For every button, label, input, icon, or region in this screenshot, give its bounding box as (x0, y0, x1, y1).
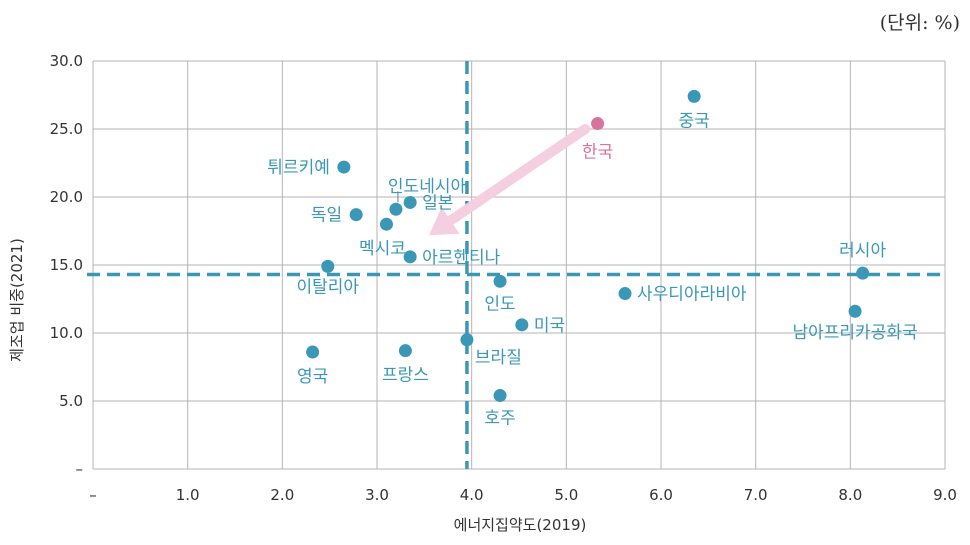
data-points (306, 89, 870, 403)
point-label: 인도네시아 (388, 177, 467, 197)
data-point (379, 217, 393, 231)
unit-note: (단위: %) (879, 12, 960, 34)
data-point (493, 274, 507, 288)
y-tick-label: 15.0 (50, 256, 83, 274)
x-tick-label: 9.0 (933, 486, 957, 504)
data-point (460, 333, 474, 347)
point-label: 인도 (484, 294, 515, 314)
point-label: 멕시코 (359, 239, 406, 259)
data-point (321, 259, 335, 273)
point-label: 미국 (534, 316, 565, 336)
x-tick-label: 5.0 (554, 486, 578, 504)
point-label: 아르헨티나 (422, 248, 501, 268)
x-tick-label: 1.0 (176, 486, 200, 504)
y-tick-labels: – 5.0 10.0 15.0 20.0 25.0 30.0 (50, 52, 83, 478)
point-label: 프랑스 (382, 366, 429, 386)
y-tick-label: 20.0 (50, 188, 83, 206)
y-tick-label: 5.0 (59, 392, 83, 410)
x-tick-label: – (89, 486, 97, 504)
point-label: 남아프리카공화국 (793, 323, 918, 343)
point-label: 영국 (297, 367, 328, 387)
x-tick-label: 8.0 (838, 486, 862, 504)
arrow-shaft (445, 124, 591, 226)
arrow-head (429, 207, 460, 236)
y-axis-title: 제조업 비중(2021) (8, 238, 26, 362)
x-tick-label: 7.0 (744, 486, 768, 504)
x-tick-label: 2.0 (270, 486, 294, 504)
reference-lines (87, 61, 945, 469)
point-label: 러시아 (839, 241, 886, 261)
data-point (349, 208, 363, 222)
data-point (403, 250, 417, 264)
data-point (389, 202, 403, 216)
data-point (591, 117, 605, 131)
data-point (306, 345, 320, 359)
data-point (398, 344, 412, 358)
x-tick-label: 3.0 (365, 486, 389, 504)
x-axis-title: 에너지집약도(2019) (454, 516, 587, 534)
point-label: 중국 (678, 111, 709, 131)
point-label: 독일 (311, 206, 342, 226)
y-tick-label: 30.0 (50, 52, 83, 70)
data-point (848, 304, 862, 318)
data-point (856, 266, 870, 280)
x-tick-label: 4.0 (460, 486, 484, 504)
data-point (403, 195, 417, 209)
y-tick-label: 25.0 (50, 120, 83, 138)
y-tick-label: – (76, 460, 84, 478)
point-label: 일본 (422, 193, 453, 213)
data-point (337, 160, 351, 174)
data-point (493, 389, 507, 403)
point-label: 튀르키예 (267, 158, 330, 178)
data-point (687, 89, 701, 103)
point-label: 한국 (582, 143, 613, 163)
highlight-arrow (429, 124, 591, 236)
grid (92, 60, 946, 470)
data-point (618, 287, 632, 301)
data-point (515, 318, 529, 332)
point-label: 호주 (484, 409, 515, 429)
point-label: 브라질 (475, 348, 522, 368)
x-tick-labels: – 1.0 2.0 3.0 4.0 5.0 6.0 7.0 8.0 9.0 (89, 486, 957, 504)
point-label: 사우디아라비아 (637, 285, 747, 305)
x-tick-label: 6.0 (649, 486, 673, 504)
point-label: 이탈리아 (296, 277, 359, 297)
y-tick-label: 10.0 (50, 324, 83, 342)
